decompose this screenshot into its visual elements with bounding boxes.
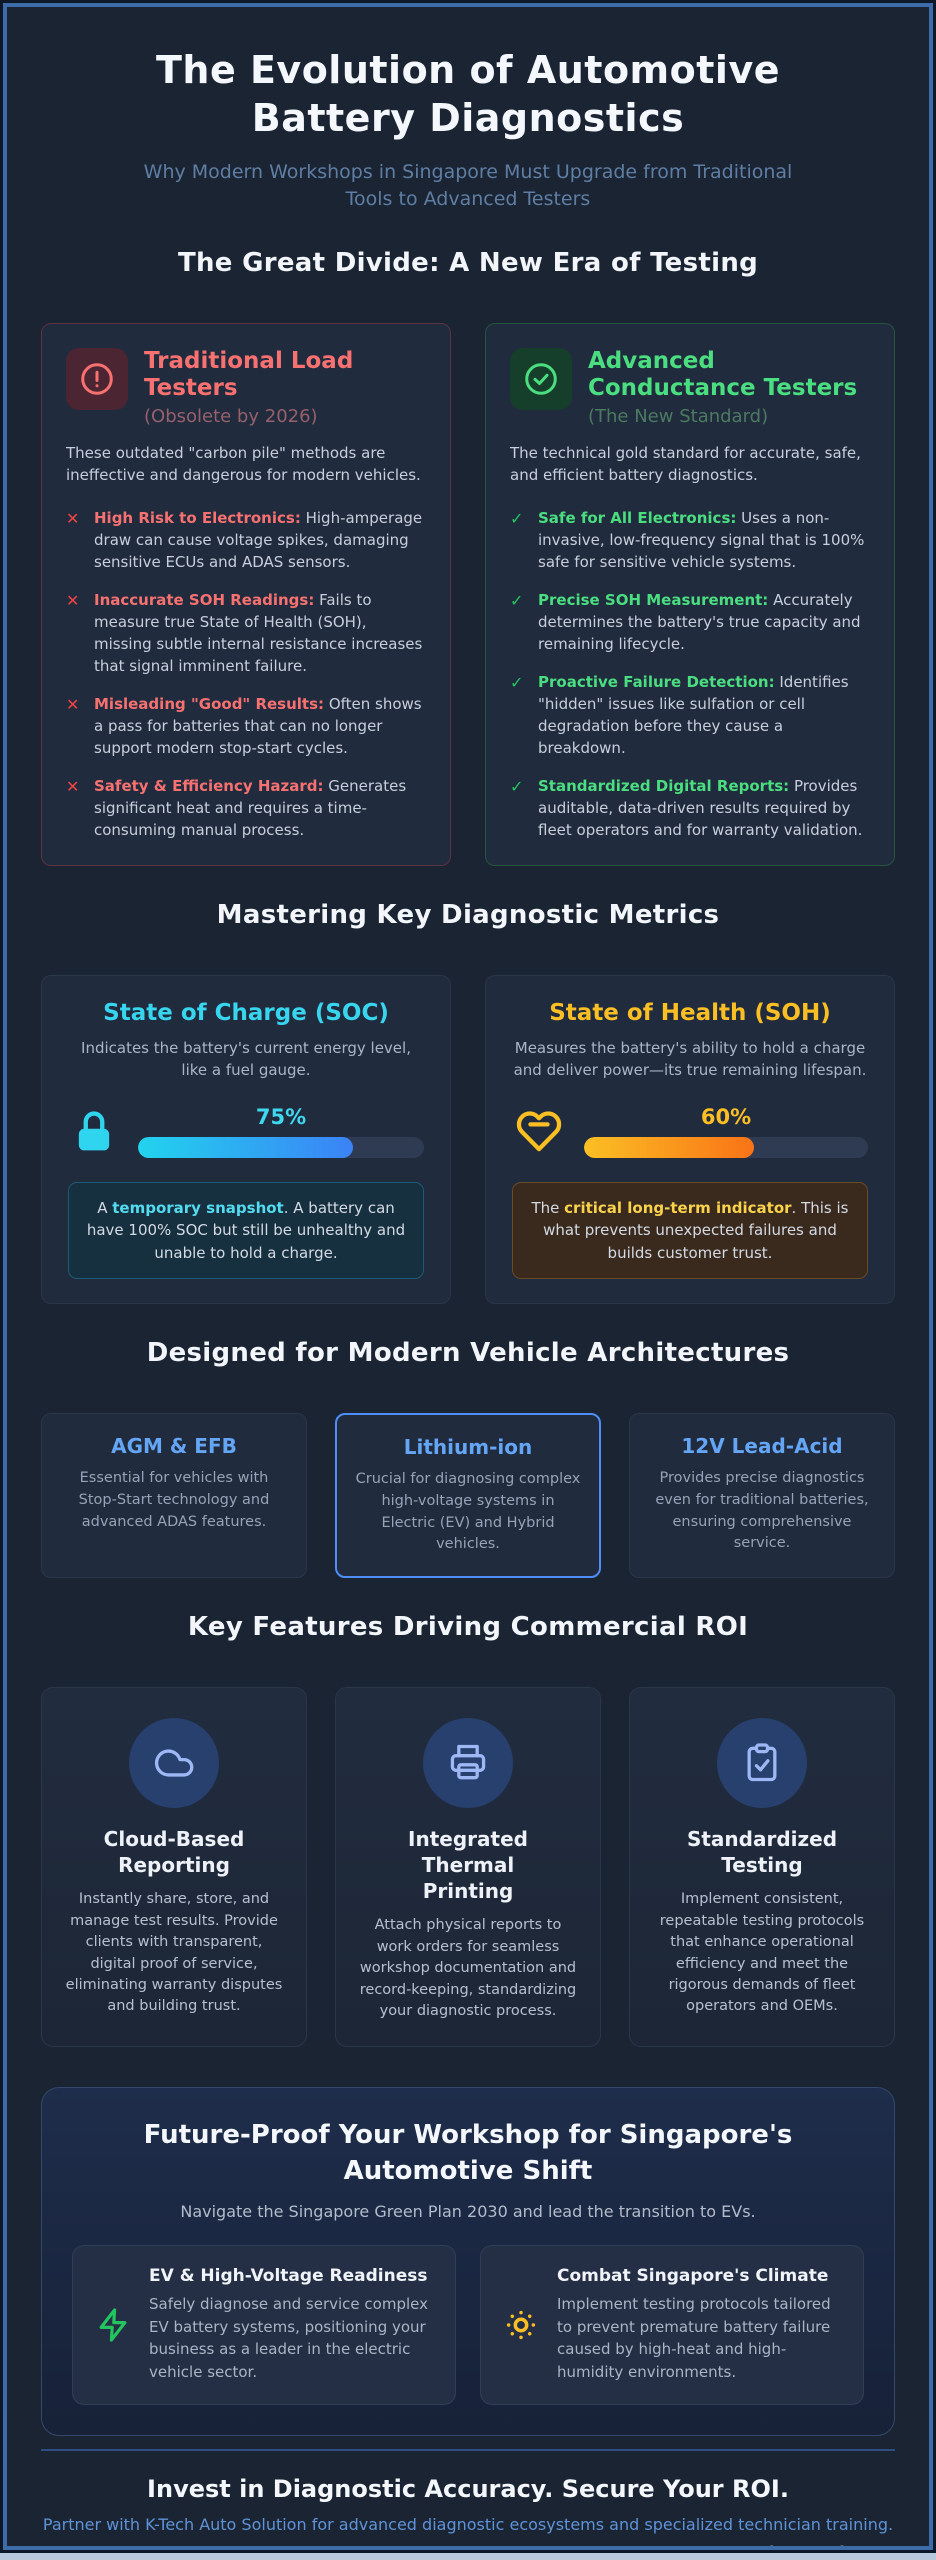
conductance-testers-card: Advanced Conductance Testers (The New St… [485, 322, 895, 867]
footer-partner-line: Partner with K-Tech Auto Solution for ad… [42, 2514, 894, 2534]
section-heading-architectures: Designed for Modern Vehicle Architecture… [146, 1338, 790, 1369]
section-heading-features: Key Features Driving Commercial ROI [187, 1612, 749, 1643]
x-mark-icon: ✕ [66, 508, 80, 528]
brand-domain: k-tech.sg [41, 2542, 895, 2546]
card-desc: Indicates the battery's current energy l… [81, 1039, 411, 1079]
footer-divider [41, 2448, 895, 2451]
page-content: The Evolution of Automotive Battery Diag… [3, 3, 933, 2550]
card-intro: The technical gold standard for accurate… [510, 444, 861, 484]
soh-percent: 60% [700, 1105, 752, 1130]
card-desc: Measures the battery's ability to hold a… [513, 1039, 867, 1079]
card-title: Advanced Conductance Testers [588, 347, 858, 402]
sun-icon [501, 2306, 541, 2344]
section-heading-metrics: Mastering Key Diagnostic Metrics [216, 900, 720, 931]
list-item: ✕ High Risk to Electronics: High-amperage… [66, 507, 426, 573]
metric-cards: State of Charge (SOC) Indicates the batt… [41, 975, 895, 1305]
page-title: The Evolution of Automotive Battery Diag… [155, 48, 780, 140]
list-item: ✕ Inaccurate SOH Readings: Fails to measu… [66, 589, 426, 677]
alert-circle-icon [66, 347, 128, 410]
soc-progress-fill [138, 1137, 353, 1159]
lead-acid-card: 12V Lead-Acid Provides precise diagnosti… [629, 1413, 895, 1579]
standardized-testing-card: Standardized Testing Implement consisten… [629, 1687, 895, 2048]
heart-icon [512, 1104, 566, 1160]
traditional-testers-card: Traditional Load Testers (Obsolete by 20… [41, 322, 451, 867]
panel-subtitle: Navigate the Singapore Green Plan 2030 a… [180, 2201, 756, 2221]
soc-percent: 75% [255, 1105, 307, 1130]
section-heading-divide: The Great Divide: A New Era of Testing [177, 247, 759, 278]
x-mark-icon: ✕ [66, 590, 80, 610]
soc-progress-track [138, 1137, 424, 1159]
footer-headline: Invest in Diagnostic Accuracy. Secure Yo… [147, 2474, 789, 2503]
lock-icon [68, 1104, 120, 1160]
divide-cards: Traditional Load Testers (Obsolete by 20… [41, 322, 895, 867]
agm-efb-card: AGM & EFB Essential for vehicles with St… [41, 1413, 307, 1579]
list-item: ✓ Standardized Digital Reports: Provides … [510, 775, 870, 841]
list-item: ✓ Safe for All Electronics: Uses a non-in… [510, 507, 870, 573]
soh-progress-track [584, 1137, 868, 1159]
check-mark-icon: ✓ [510, 590, 524, 610]
soh-progress-fill [584, 1137, 755, 1159]
footer: Invest in Diagnostic Accuracy. Secure Yo… [41, 2436, 895, 2546]
ev-readiness-card: EV & High-Voltage Readiness Safely diagn… [72, 2244, 456, 2405]
list-item: ✓ Proactive Failure Detection: Identifies… [510, 671, 870, 759]
card-title: Traditional Load Testers [144, 347, 354, 402]
card-tag: (Obsolete by 2026) [144, 406, 318, 428]
climate-card: Combat Singapore's Climate Implement tes… [480, 2244, 864, 2405]
printer-icon [423, 1718, 513, 1809]
check-mark-icon: ✓ [510, 672, 524, 692]
list-item: ✕ Safety & Efficiency Hazard: Generates s… [66, 775, 426, 841]
zap-icon [93, 2306, 133, 2344]
pros-list: ✓ Safe for All Electronics: Uses a non-in… [510, 507, 870, 842]
page-subtitle: Why Modern Workshops in Singapore Must U… [143, 160, 793, 211]
soh-gauge: 60% [512, 1104, 868, 1160]
cons-list: ✕ High Risk to Electronics: High-amperage… [66, 507, 426, 842]
lithium-ion-card: Lithium-ion Crucial for diagnosing compl… [335, 1413, 601, 1579]
x-mark-icon: ✕ [66, 777, 80, 796]
card-tag: (The New Standard) [588, 406, 769, 428]
card-intro: These outdated "carbon pile" methods are… [66, 444, 421, 484]
soh-note: The critical long-term indicator. This i… [512, 1181, 868, 1280]
feature-cards: Cloud-Based Reporting Instantly share, s… [41, 1687, 895, 2048]
cloud-icon [129, 1718, 219, 1809]
check-mark-icon: ✓ [510, 508, 524, 528]
clipboard-check-icon [717, 1718, 807, 1809]
check-circle-icon [510, 347, 572, 410]
list-item: ✕ Misleading "Good" Results: Often shows … [66, 693, 426, 759]
check-mark-icon: ✓ [510, 777, 524, 796]
soh-card: State of Health (SOH) Measures the batte… [485, 975, 895, 1305]
panel-title: Future-Proof Your Workshop for Singapore… [143, 2120, 793, 2186]
x-mark-icon: ✕ [66, 694, 80, 714]
future-proof-panel: Future-Proof Your Workshop for Singapore… [41, 2087, 895, 2436]
cloud-reporting-card: Cloud-Based Reporting Instantly share, s… [41, 1687, 307, 2048]
soc-card: State of Charge (SOC) Indicates the batt… [41, 975, 451, 1305]
architecture-cards: AGM & EFB Essential for vehicles with St… [41, 1413, 895, 1579]
soc-gauge: 75% [68, 1104, 424, 1160]
list-item: ✓ Precise SOH Measurement: Accurately det… [510, 589, 870, 655]
thermal-printing-card: Integrated Thermal Printing Attach physi… [335, 1687, 601, 2048]
card-title: State of Charge (SOC) [103, 1000, 389, 1027]
card-title: State of Health (SOH) [549, 1000, 831, 1027]
soc-note: A temporary snapshot. A battery can have… [68, 1181, 424, 1280]
